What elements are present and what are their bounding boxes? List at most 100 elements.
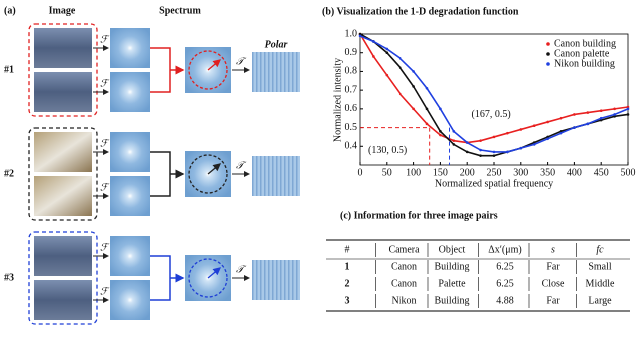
annotation: (167, 0.5) bbox=[472, 109, 511, 120]
data-point bbox=[492, 154, 496, 157]
legend-marker bbox=[546, 52, 550, 56]
column-header: Image bbox=[49, 5, 76, 16]
y-tick-label: 0.9 bbox=[345, 47, 358, 58]
x-axis-label: Normalized spatial frequency bbox=[435, 178, 553, 189]
table-cell: 1 bbox=[345, 261, 350, 272]
data-point bbox=[385, 51, 389, 55]
data-point bbox=[573, 126, 576, 129]
data-point bbox=[385, 47, 389, 51]
spectrum bbox=[110, 28, 150, 68]
legend-marker bbox=[546, 62, 550, 66]
row-label: #2 bbox=[4, 168, 14, 179]
polar-operator: 𝒯 bbox=[236, 56, 247, 67]
data-point bbox=[613, 115, 616, 118]
data-point bbox=[452, 143, 456, 146]
polar-image bbox=[252, 52, 300, 92]
data-point bbox=[425, 86, 429, 90]
row-label: #3 bbox=[4, 272, 14, 283]
data-point bbox=[546, 120, 549, 124]
data-point bbox=[412, 70, 415, 73]
polar-image bbox=[252, 260, 300, 300]
table-cell: Palette bbox=[438, 278, 466, 289]
table-cell: Close bbox=[542, 278, 565, 289]
table-header: Δx′(μm) bbox=[488, 244, 521, 255]
table-title: (c) Information for three image pairs bbox=[340, 210, 498, 221]
x-tick-label: 50 bbox=[382, 167, 392, 178]
data-point bbox=[492, 150, 496, 154]
data-point bbox=[452, 130, 456, 133]
data-point bbox=[586, 122, 590, 126]
data-point bbox=[412, 107, 415, 111]
table-cell: 6.25 bbox=[496, 278, 514, 289]
fourier-operator: ℱ bbox=[100, 34, 110, 45]
legend-marker bbox=[546, 42, 550, 46]
legend-label: Canon building bbox=[554, 38, 616, 49]
table-cell: 6.25 bbox=[496, 261, 514, 272]
data-point bbox=[613, 113, 616, 116]
data-point bbox=[546, 135, 549, 139]
fourier-operator: ℱ bbox=[100, 182, 110, 193]
fourier-operator: ℱ bbox=[100, 242, 110, 253]
data-point bbox=[599, 118, 603, 122]
data-point bbox=[479, 139, 482, 142]
x-tick-label: 300 bbox=[513, 167, 528, 178]
table-header: # bbox=[345, 244, 350, 255]
table-cell: 4.88 bbox=[496, 295, 514, 306]
data-point bbox=[532, 143, 536, 146]
table-cell: Building bbox=[434, 261, 469, 272]
table-cell: Small bbox=[588, 261, 612, 272]
row-label: #1 bbox=[4, 64, 14, 75]
table-cell: 2 bbox=[345, 278, 350, 289]
x-tick-label: 400 bbox=[567, 167, 582, 178]
table-header: Camera bbox=[388, 244, 420, 255]
table-cell: Middle bbox=[586, 278, 615, 289]
table-header: s bbox=[551, 244, 555, 255]
x-tick-label: 500 bbox=[621, 167, 636, 178]
table-cell: Large bbox=[588, 295, 612, 306]
table-cell: Far bbox=[546, 261, 560, 272]
data-point bbox=[559, 130, 563, 133]
data-point bbox=[439, 133, 442, 137]
data-point bbox=[398, 66, 402, 69]
row-box bbox=[28, 231, 98, 325]
data-point bbox=[613, 107, 616, 111]
data-point bbox=[626, 107, 630, 111]
data-point bbox=[626, 105, 630, 109]
data-point bbox=[599, 116, 603, 120]
radius-arrow bbox=[207, 59, 221, 71]
data-point bbox=[425, 122, 429, 126]
data-point bbox=[586, 111, 590, 114]
plot-frame bbox=[359, 33, 629, 166]
data-point bbox=[573, 113, 576, 116]
y-tick-label: 1.0 bbox=[345, 28, 358, 39]
row-box bbox=[28, 127, 98, 221]
legend-label: Nikon building bbox=[554, 58, 615, 69]
merge-line bbox=[150, 255, 183, 301]
fourier-operator: ℱ bbox=[100, 286, 110, 297]
radius-arrow bbox=[207, 267, 221, 279]
data-point bbox=[599, 109, 603, 113]
radial-circle bbox=[188, 50, 228, 90]
data-point bbox=[479, 154, 482, 157]
table-cell: Far bbox=[546, 295, 560, 306]
polar-image bbox=[252, 156, 300, 196]
spectrum bbox=[110, 72, 150, 112]
data-point bbox=[398, 92, 402, 96]
data-point bbox=[385, 73, 389, 77]
data-point bbox=[412, 85, 415, 88]
data-point bbox=[465, 150, 469, 154]
x-tick-label: 250 bbox=[487, 167, 502, 178]
table-cell: Nikon bbox=[392, 295, 417, 306]
data-point bbox=[546, 137, 549, 141]
y-tick-label: 0.6 bbox=[345, 103, 358, 114]
data-point bbox=[559, 116, 563, 120]
data-point bbox=[439, 130, 442, 133]
panel-label: (a) bbox=[4, 5, 16, 16]
y-axis-label: Normalized intensity bbox=[332, 58, 343, 142]
merge-line bbox=[150, 151, 183, 197]
input-image bbox=[34, 72, 92, 112]
table-cell: 3 bbox=[345, 295, 350, 306]
data-point bbox=[626, 113, 630, 116]
data-point bbox=[479, 148, 482, 152]
y-tick-label: 0.8 bbox=[345, 66, 358, 77]
